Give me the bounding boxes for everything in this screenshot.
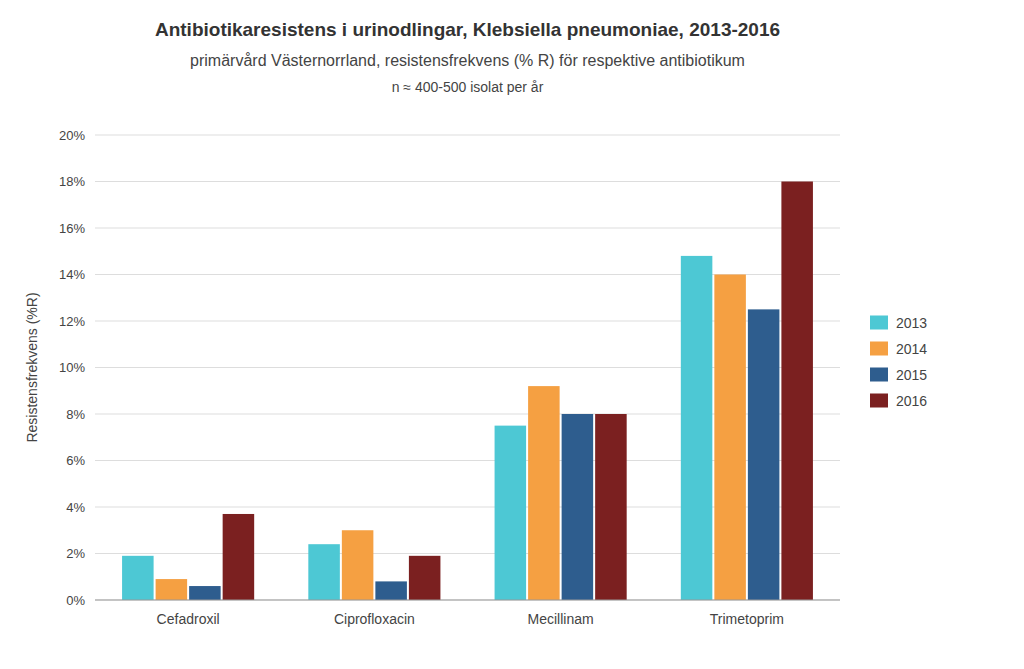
- bar: [748, 309, 780, 600]
- legend-label: 2016: [896, 393, 927, 409]
- bar: [562, 414, 594, 600]
- subtitle: primärvård Västernorrland, resistensfrek…: [190, 52, 745, 69]
- legend-swatch: [870, 316, 888, 330]
- bar: [189, 586, 221, 600]
- y-tick-label: 20%: [59, 128, 85, 143]
- legend-swatch: [870, 368, 888, 382]
- legend-label: 2015: [896, 367, 927, 383]
- chart: Antibiotikaresistens i urinodlingar, Kle…: [0, 0, 1024, 669]
- bar: [308, 544, 340, 600]
- y-tick-label: 12%: [59, 314, 85, 329]
- x-tick-label: Mecillinam: [528, 611, 594, 627]
- bar: [681, 256, 713, 600]
- y-axis-label: Resistensfrekvens (%R): [24, 292, 40, 442]
- x-tick-label: Trimetoprim: [710, 611, 784, 627]
- legend: 2013 2014 2015 2016: [870, 315, 927, 409]
- annotation: n ≈ 400-500 isolat per år: [392, 79, 544, 95]
- grid-line: [95, 135, 840, 136]
- bar: [375, 581, 407, 600]
- bar: [595, 414, 627, 600]
- bar: [495, 426, 527, 600]
- bar: [714, 275, 746, 601]
- legend-label: 2013: [896, 315, 927, 331]
- grid-line: [95, 600, 840, 601]
- bar: [122, 556, 154, 600]
- grid-line: [95, 228, 840, 229]
- y-tick-label: 4%: [66, 500, 85, 515]
- y-tick-label: 14%: [59, 267, 85, 282]
- bars: [122, 182, 813, 601]
- bar: [409, 556, 441, 600]
- bar: [223, 514, 255, 600]
- x-tick-label: Cefadroxil: [157, 611, 220, 627]
- y-tick-label: 8%: [66, 407, 85, 422]
- y-tick-label: 6%: [66, 453, 85, 468]
- bar: [342, 530, 374, 600]
- bar: [156, 579, 188, 600]
- legend-label: 2014: [896, 341, 927, 357]
- x-tick-label: Ciprofloxacin: [334, 611, 415, 627]
- y-tick-label: 18%: [59, 174, 85, 189]
- y-tick-label: 10%: [59, 360, 85, 375]
- y-tick-label: 16%: [59, 221, 85, 236]
- bar: [781, 182, 813, 601]
- grid: [95, 135, 840, 600]
- bar: [528, 386, 560, 600]
- y-tick-label: 2%: [66, 546, 85, 561]
- x-axis-line: [95, 600, 840, 601]
- y-tick-label: 0%: [66, 593, 85, 608]
- grid-line: [95, 181, 840, 182]
- legend-swatch: [870, 342, 888, 356]
- legend-swatch: [870, 394, 888, 408]
- title: Antibiotikaresistens i urinodlingar, Kle…: [155, 19, 780, 40]
